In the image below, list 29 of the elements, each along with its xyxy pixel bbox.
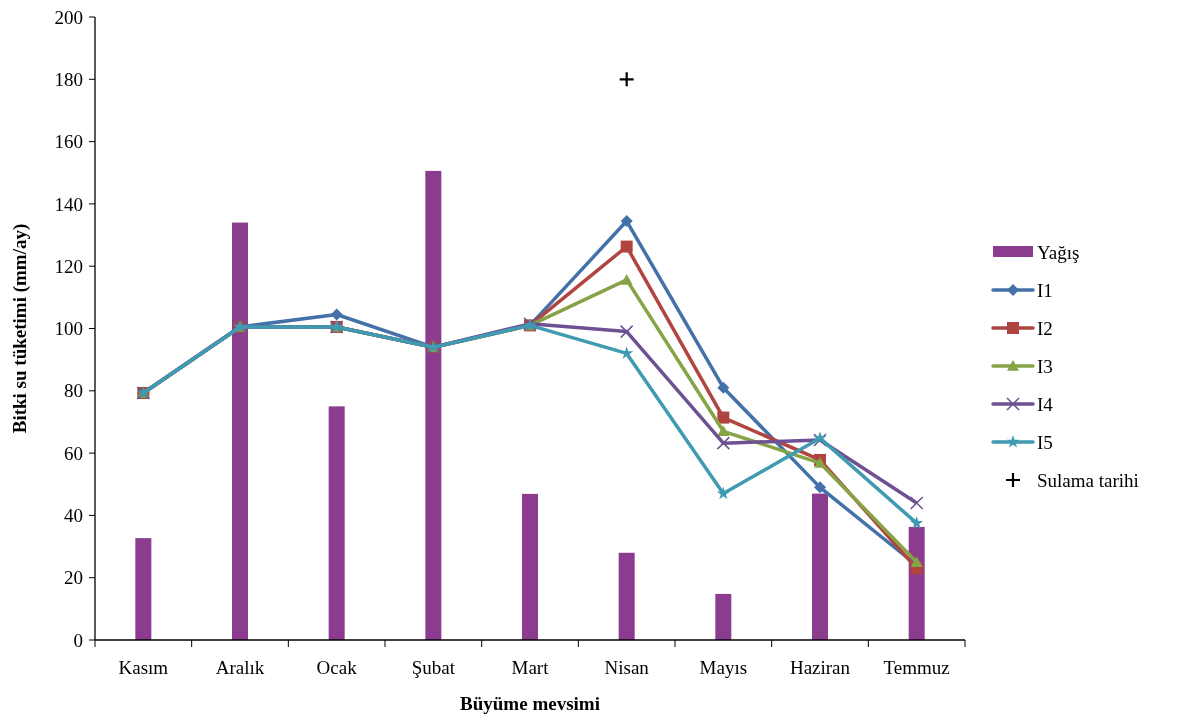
y-tick-label: 120 [54, 255, 83, 277]
legend-label: I2 [1037, 317, 1053, 339]
y-tick-label: 100 [54, 318, 83, 340]
y-tick-label: 0 [73, 629, 83, 651]
y-tick-label: 80 [64, 380, 83, 402]
y-tick-label: 60 [64, 442, 83, 464]
y-tick-label: 140 [54, 193, 83, 215]
legend-label: I5 [1037, 431, 1053, 453]
legend-label: Yağış [1037, 241, 1080, 263]
y-tick-label: 40 [64, 505, 83, 527]
x-tick-label: Haziran [789, 657, 851, 678]
x-tick-label: Aralık [215, 657, 265, 678]
x-tick-label: Kasım [118, 657, 169, 678]
y-tick-label: 180 [54, 68, 83, 90]
y-tick-label: 20 [64, 567, 83, 589]
x-tick-label: Ocak [316, 657, 358, 678]
legend-label: Sulama tarihi [1037, 469, 1139, 491]
x-axis-title: Büyüme mevsimi [460, 693, 600, 714]
x-tick-label: Mart [511, 657, 550, 678]
y-tick-label: 200 [54, 6, 83, 28]
x-tick-label: Şubat [411, 657, 456, 678]
x-tick-label: Mayıs [699, 657, 748, 678]
y-tick-label: 160 [54, 131, 83, 153]
legend-label: I1 [1037, 279, 1053, 301]
x-tick-label: Temmuz [883, 657, 950, 678]
legend-label: I3 [1037, 355, 1053, 377]
x-tick-label: Nisan [604, 657, 650, 678]
y-axis-title: Bitki su tüketimi (mm/ay) [9, 223, 31, 434]
legend-label: I4 [1037, 393, 1054, 415]
